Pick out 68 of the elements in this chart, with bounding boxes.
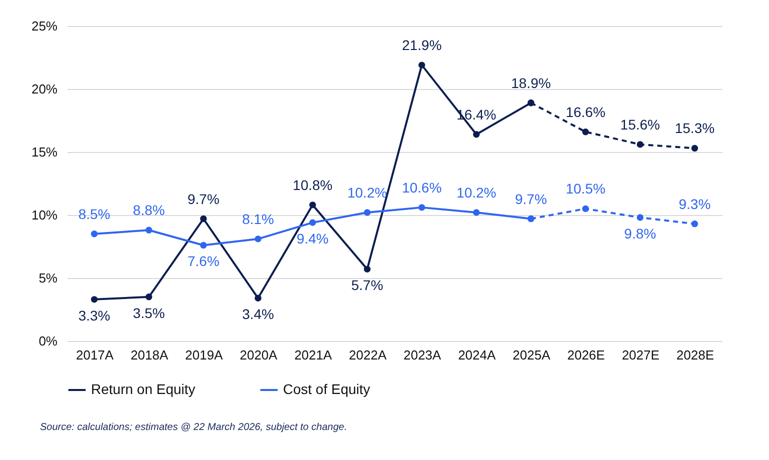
data-label: 3.3% bbox=[78, 307, 110, 324]
point bbox=[528, 100, 534, 106]
data-label: 9.7% bbox=[514, 190, 547, 207]
data-label: 3.5% bbox=[132, 304, 165, 321]
data-label: 8.1% bbox=[242, 210, 274, 227]
point bbox=[200, 242, 207, 249]
point bbox=[146, 294, 152, 300]
data-label: 3.4% bbox=[242, 306, 274, 322]
x-tick-label: 2018A bbox=[130, 348, 168, 362]
point bbox=[146, 226, 152, 234]
y-tick-label: 25% bbox=[31, 18, 58, 34]
x-tick-label: 2028E bbox=[676, 348, 714, 362]
data-label: 16.6% bbox=[566, 104, 606, 120]
point bbox=[200, 215, 207, 222]
data-label: 8.5% bbox=[78, 206, 110, 222]
data-label: 21.9% bbox=[402, 37, 442, 54]
legend-label: Cost of Equity bbox=[283, 381, 370, 397]
point bbox=[418, 62, 426, 68]
point bbox=[418, 204, 426, 211]
x-tick-label: 2022A bbox=[348, 348, 387, 362]
point bbox=[254, 294, 262, 302]
x-tick-label: 2023A bbox=[403, 348, 442, 362]
data-label: 7.6% bbox=[187, 253, 220, 270]
x-tick-label: 2024A bbox=[458, 348, 496, 362]
data-label: 15.3% bbox=[674, 120, 715, 136]
point bbox=[364, 209, 371, 216]
data-label: 10.5% bbox=[566, 180, 606, 197]
data-label: 18.9% bbox=[511, 74, 551, 91]
point bbox=[254, 236, 262, 242]
data-label: 10.8% bbox=[292, 176, 332, 193]
point bbox=[90, 296, 98, 303]
data-label: 5.7% bbox=[351, 277, 384, 294]
legend-label: Return on Equity bbox=[91, 381, 196, 397]
x-tick-label: 2026E bbox=[567, 348, 606, 362]
x-tick-label: 2017A bbox=[76, 348, 114, 362]
data-label: 10.6% bbox=[402, 179, 442, 196]
point bbox=[691, 220, 698, 228]
point bbox=[364, 266, 371, 273]
point bbox=[309, 219, 316, 226]
y-tick-label: 10% bbox=[31, 208, 58, 222]
data-label: 10.2% bbox=[347, 184, 388, 200]
data-label: 8.8% bbox=[132, 202, 165, 218]
x-tick-label: 2025A bbox=[512, 348, 551, 362]
point bbox=[582, 128, 589, 136]
point bbox=[582, 205, 589, 212]
point bbox=[691, 144, 698, 152]
point bbox=[636, 214, 644, 221]
x-tick-label: 2021A bbox=[294, 348, 332, 362]
point bbox=[90, 230, 98, 238]
data-label: 9.3% bbox=[678, 196, 711, 212]
y-tick-label: 5% bbox=[38, 270, 58, 286]
data-label: 10.2% bbox=[456, 184, 496, 200]
y-tick-label: 15% bbox=[31, 144, 58, 160]
x-tick-label: 2019A bbox=[185, 348, 224, 362]
source-note: Source: calculations; estimates @ 22 March 2026, subject to change. bbox=[40, 422, 347, 433]
data-label: 9.8% bbox=[624, 226, 656, 242]
point bbox=[528, 215, 534, 222]
point bbox=[636, 141, 644, 148]
data-label: 15.6% bbox=[620, 116, 660, 132]
data-label: 9.7% bbox=[187, 190, 220, 207]
point bbox=[473, 131, 480, 138]
point bbox=[309, 202, 316, 208]
y-tick-label: 20% bbox=[31, 82, 58, 96]
x-tick-label: 2020A bbox=[240, 348, 278, 362]
x-tick-label: 2027E bbox=[622, 348, 660, 362]
data-label: 9.4% bbox=[296, 230, 329, 247]
point bbox=[473, 209, 480, 216]
y-tick-label: 0% bbox=[38, 334, 58, 348]
